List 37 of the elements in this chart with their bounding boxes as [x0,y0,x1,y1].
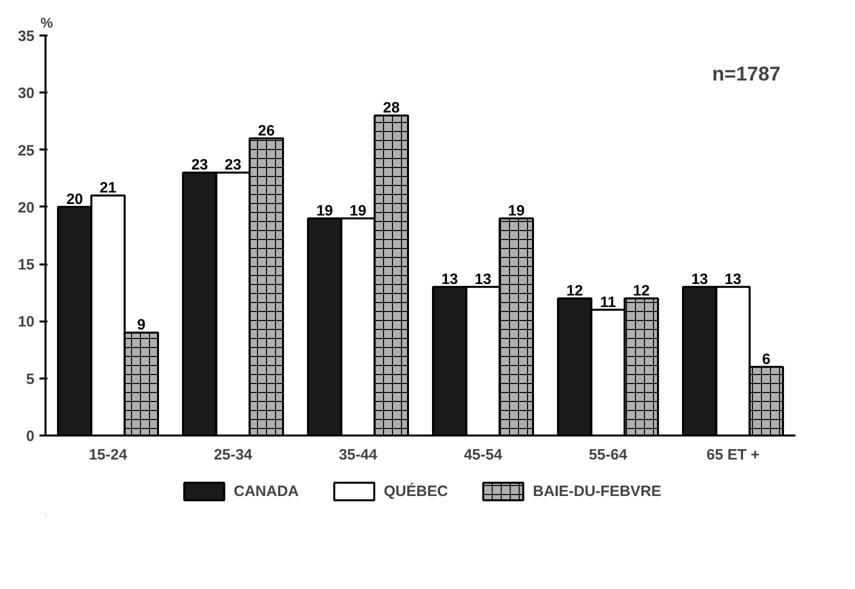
data-label: 28 [382,100,400,116]
y-axis-title: % [40,14,54,30]
x-tick-label: 45-54 [464,446,503,464]
legend-label: CANADA [234,482,299,500]
data-label: 21 [100,180,116,196]
x-tick-label: 35-44 [338,446,378,464]
data-label: 26 [258,122,275,140]
x-tick-label: 15-24 [88,446,128,464]
data-label: 13 [724,270,742,288]
legend-label: QUÉBEC [384,482,448,500]
data-label: 6 [762,350,771,368]
data-label: 23 [191,156,208,174]
data-label: 11 [600,294,616,311]
data-label: 13 [474,270,492,288]
data-label: 19 [508,202,525,220]
x-tick-label: 55-64 [588,446,628,464]
data-label: 12 [566,282,584,300]
y-tick-label: 15 [18,256,35,274]
y-tick-label: 10 [18,314,35,331]
data-label: 19 [316,202,334,220]
legend-label: BAIE-DU-FEBVRE [532,482,662,500]
y-tick-label: 0 [26,428,34,445]
annotation: n=1787 [712,64,780,86]
data-label: 12 [632,282,650,300]
x-tick-label: 25-34 [214,446,253,464]
data-label: 20 [66,190,84,208]
y-tick-label: 35 [18,28,35,45]
y-tick-label: 25 [18,142,35,160]
data-label: 13 [691,270,708,288]
data-label: 23 [224,156,242,174]
y-tick-label: 30 [18,85,35,102]
data-label: 13 [441,270,458,288]
y-tick-label: 5 [26,370,34,388]
data-label: 9 [137,316,146,334]
x-tick-label: 65 ET + [706,446,760,464]
y-tick-label: 20 [18,199,35,216]
data-label: 19 [350,202,366,220]
